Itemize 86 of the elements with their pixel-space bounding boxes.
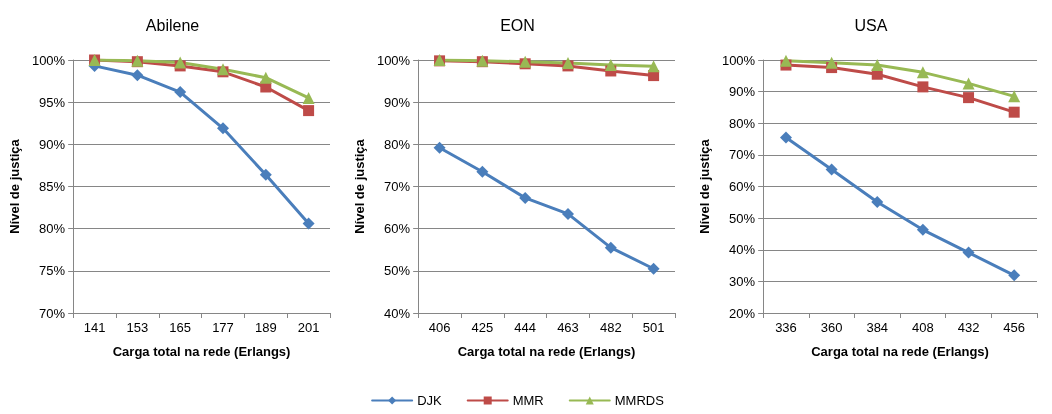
y-tick-label: 70% bbox=[729, 147, 756, 163]
point bbox=[825, 163, 838, 176]
y-tick-label: 90% bbox=[384, 94, 411, 110]
x-tick-label: 456 bbox=[1003, 320, 1026, 335]
y-tick-label: 90% bbox=[729, 84, 756, 100]
y-tick-label: 40% bbox=[729, 242, 756, 258]
point bbox=[916, 223, 929, 236]
y-tick-label: 95% bbox=[39, 94, 66, 110]
y-axis-title: Nível de justiça bbox=[697, 138, 712, 234]
point bbox=[1008, 106, 1020, 118]
x-tick-label: 360 bbox=[820, 320, 843, 335]
point bbox=[963, 92, 975, 104]
x-tick-label: 406 bbox=[428, 320, 451, 335]
y-tick-label: 60% bbox=[384, 221, 411, 237]
y-tick-label: 70% bbox=[39, 305, 66, 321]
y-tick-label: 80% bbox=[39, 221, 66, 237]
chart-title: EON bbox=[500, 16, 535, 34]
point bbox=[647, 60, 660, 73]
x-tick-label: 444 bbox=[514, 320, 537, 335]
x-tick-label: 482 bbox=[599, 320, 622, 335]
point bbox=[1008, 269, 1021, 282]
y-tick-label: 50% bbox=[384, 263, 411, 279]
x-tick-label: 153 bbox=[126, 320, 149, 335]
y-tick-label: 100% bbox=[721, 52, 756, 68]
x-axis-title: Carga total na rede (Erlangs) bbox=[811, 344, 989, 359]
y-tick-label: 80% bbox=[384, 136, 411, 152]
x-tick-label: 336 bbox=[775, 320, 797, 335]
x-axis-title: Carga total na rede (Erlangs) bbox=[112, 344, 291, 359]
x-tick-label: 177 bbox=[212, 320, 234, 335]
point bbox=[871, 59, 884, 72]
y-tick-label: 85% bbox=[39, 179, 66, 194]
point bbox=[825, 56, 838, 69]
y-tick-label: 100% bbox=[31, 52, 66, 68]
x-tick-label: 201 bbox=[297, 320, 320, 335]
point bbox=[561, 207, 574, 220]
point bbox=[519, 191, 532, 204]
x-tick-label: 425 bbox=[471, 320, 494, 335]
y-tick-label: 80% bbox=[729, 115, 756, 131]
y-tick-label: 60% bbox=[729, 179, 756, 194]
y-axis-title: Nível de justiça bbox=[352, 138, 367, 234]
point bbox=[604, 59, 617, 72]
point bbox=[174, 86, 187, 99]
point bbox=[962, 246, 975, 259]
y-tick-label: 40% bbox=[384, 305, 411, 321]
y-tick-label: 20% bbox=[729, 305, 756, 321]
point bbox=[259, 71, 272, 84]
point bbox=[216, 122, 229, 135]
x-tick-label: 408 bbox=[912, 320, 934, 335]
y-tick-label: 70% bbox=[384, 179, 411, 194]
y-tick-label: 75% bbox=[39, 263, 66, 279]
x-tick-label: 463 bbox=[557, 320, 579, 335]
point bbox=[302, 217, 315, 230]
x-tick-label: 165 bbox=[169, 320, 192, 335]
point bbox=[302, 91, 315, 104]
legend-label: DJK bbox=[417, 393, 443, 408]
point bbox=[779, 54, 792, 67]
legend-label: MMR bbox=[512, 393, 544, 408]
x-tick-label: 141 bbox=[83, 320, 106, 335]
point bbox=[174, 56, 187, 69]
point bbox=[476, 165, 489, 178]
x-axis-title: Carga total na rede (Erlangs) bbox=[457, 344, 636, 359]
point bbox=[916, 66, 929, 79]
point bbox=[131, 69, 144, 82]
point bbox=[917, 81, 929, 93]
point bbox=[604, 241, 617, 254]
point bbox=[433, 141, 446, 154]
y-axis-title: Nível de justiça bbox=[7, 138, 22, 234]
y-tick-label: 100% bbox=[376, 52, 411, 68]
point bbox=[779, 131, 792, 144]
point bbox=[871, 196, 884, 208]
point bbox=[259, 168, 272, 181]
y-tick-label: 30% bbox=[729, 273, 756, 289]
point bbox=[1008, 90, 1021, 103]
point bbox=[561, 56, 574, 69]
point bbox=[303, 105, 315, 117]
chart-title: Abilene bbox=[145, 16, 200, 34]
x-tick-label: 384 bbox=[866, 320, 889, 335]
legend-label: MMRDS bbox=[614, 393, 665, 408]
y-tick-label: 50% bbox=[729, 210, 756, 226]
y-tick-label: 90% bbox=[39, 136, 66, 152]
x-tick-label: 501 bbox=[642, 320, 665, 335]
x-tick-label: 432 bbox=[957, 320, 980, 335]
x-tick-label: 189 bbox=[254, 320, 277, 335]
point bbox=[962, 77, 975, 90]
chart-title: USA bbox=[854, 16, 888, 34]
point bbox=[647, 262, 660, 275]
